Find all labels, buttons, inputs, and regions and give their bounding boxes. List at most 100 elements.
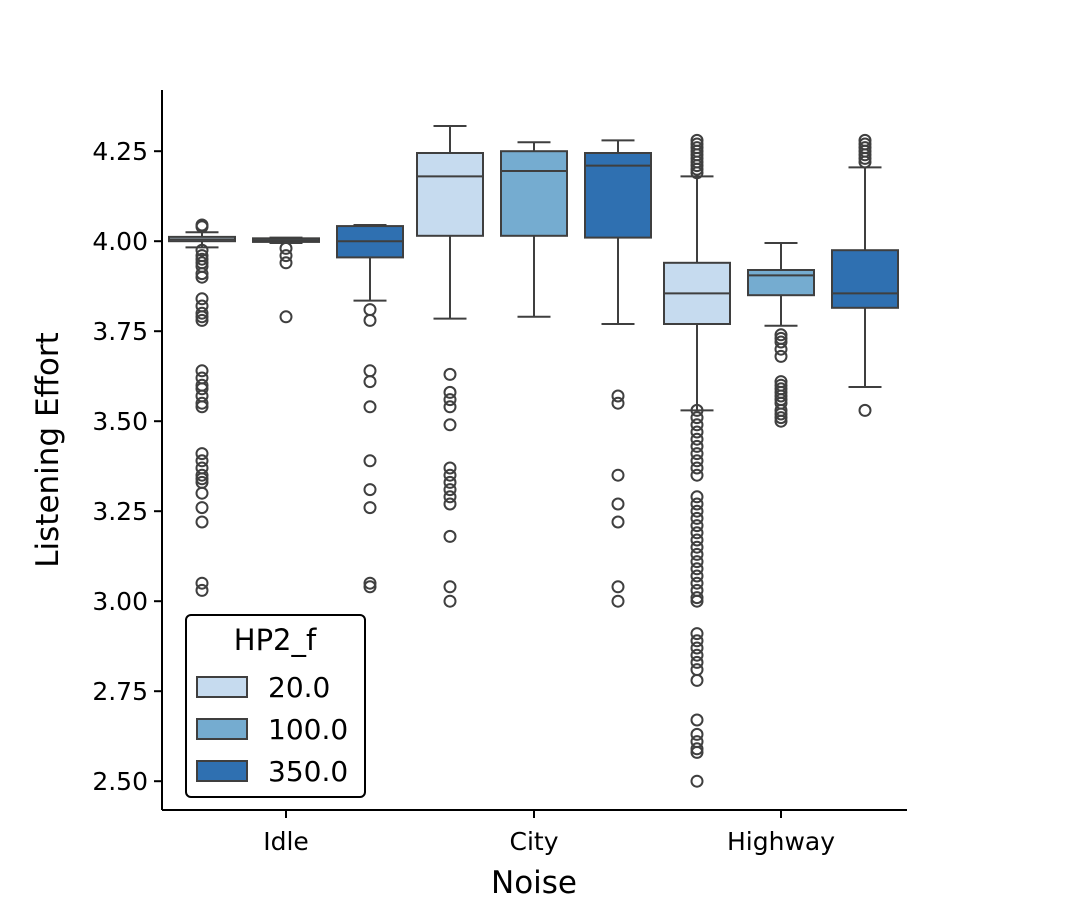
outlier-point [690,655,704,669]
legend-label: 100.0 [268,713,348,746]
outlier-point [690,591,704,605]
outlier-point [611,396,625,410]
outlier-point [690,555,704,569]
outlier-point [690,745,704,759]
outlier-point [363,303,377,317]
outlier-point [858,151,872,165]
outlier-point [611,594,625,608]
outlier-point [195,454,209,468]
outlier-point [195,396,209,410]
outlier-point [690,648,704,662]
legend-swatch [196,760,248,782]
box-iqr [584,152,652,239]
outlier-point [858,403,872,417]
x-tick-label: City [510,827,559,856]
box-highway-20.0 [663,133,731,788]
outlier-point [690,447,704,461]
outlier-point [443,393,457,407]
outlier-point [611,497,625,511]
outlier-point [363,454,377,468]
outlier-point [690,490,704,504]
outlier-point [690,454,704,468]
outlier-point [195,292,209,306]
outlier-point [774,335,788,349]
outlier-point [195,267,209,281]
x-tick-label: Highway [727,827,835,856]
x-tick-label: Idle [263,827,309,856]
outlier-point [195,515,209,529]
outlier-point [611,580,625,594]
y-tick-label: 2.50 [92,767,148,796]
outlier-point [195,583,209,597]
y-axis-title: Listening Effort [30,332,66,568]
outlier-point [690,774,704,788]
box-city-100.0 [500,141,568,318]
outlier-point [195,472,209,486]
outlier-point [195,576,209,590]
outlier-point [195,364,209,378]
outlier-point [443,594,457,608]
outlier-point [690,461,704,475]
y-tick-label: 4.25 [92,137,148,166]
outlier-point [443,483,457,497]
outlier-point [690,162,704,176]
outlier-point [774,414,788,428]
y-tick-label: 3.00 [92,587,148,616]
outlier-point [690,594,704,608]
outlier-point [774,407,788,421]
outlier-point [774,389,788,403]
outlier-point [195,306,209,320]
outlier-point [279,241,293,255]
y-tick-label: 3.75 [92,317,148,346]
outlier-point [195,501,209,515]
outlier-point [858,155,872,169]
outlier-point [690,533,704,547]
box-iqr [500,150,568,237]
outlier-point [195,468,209,482]
outlier-point [690,432,704,446]
outlier-point [443,461,457,475]
outlier-point [443,580,457,594]
outlier-point [443,367,457,381]
outlier-point [611,515,625,529]
outlier-point [363,501,377,515]
box-idle-350.0 [336,224,404,594]
outlier-point [363,313,377,327]
outlier-point [690,468,704,482]
outlier-point [443,529,457,543]
y-tick-label: 3.25 [92,497,148,526]
outlier-point [690,526,704,540]
box-highway-100.0 [747,242,815,428]
outlier-point [690,497,704,511]
outlier-point [443,385,457,399]
outlier-point [690,634,704,648]
legend-label: 20.0 [268,671,330,704]
outlier-point [443,497,457,511]
outlier-point [690,727,704,741]
outlier-point [690,403,704,417]
box-iqr [416,152,484,237]
legend-label: 350.0 [268,755,348,788]
outlier-point [363,375,377,389]
outlier-point [363,483,377,497]
outlier-point [690,540,704,554]
outlier-point [611,468,625,482]
outlier-point [690,673,704,687]
outlier-point [279,256,293,270]
outlier-point [195,220,209,234]
legend-swatch [196,718,248,740]
outlier-point [611,389,625,403]
outlier-point [443,490,457,504]
legend: HP2_f 20.0 100.0 350.0 [185,614,366,798]
outlier-point [690,411,704,425]
legend-swatch [196,676,248,698]
box-iqr [831,249,899,309]
outlier-point [195,447,209,461]
box-iqr [747,269,815,297]
outlier-point [195,243,209,257]
outlier-point [690,418,704,432]
outlier-point [690,519,704,533]
outlier-point [443,468,457,482]
outlier-point [363,400,377,414]
